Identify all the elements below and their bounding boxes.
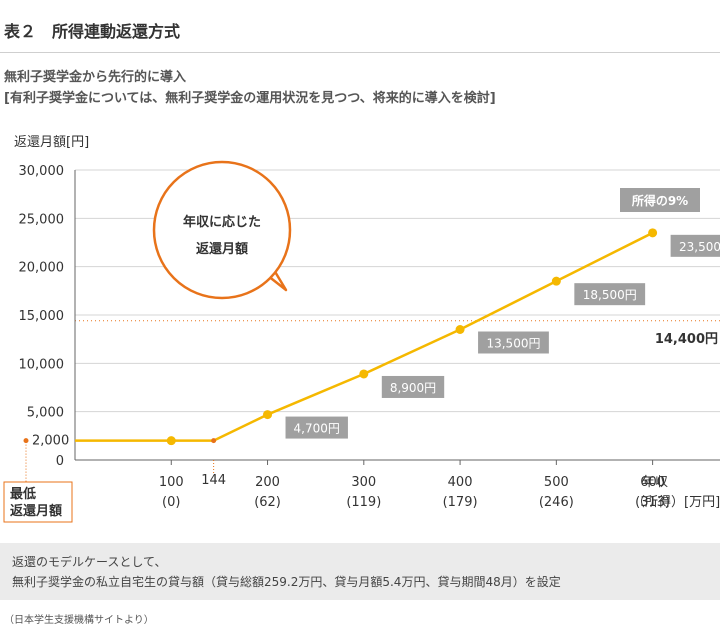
axis-layer: 返還月額[円] 30,000 25,000 20,000 15,000 10,000 5,0… [14, 135, 720, 510]
callout-mask [246, 256, 264, 270]
percent-label: 所得の9% [632, 193, 688, 208]
x-tick-label: 600 [640, 475, 665, 490]
min-label-line1: 最低 [10, 486, 36, 502]
y-tick-label: 30,000 [19, 164, 65, 179]
min-marker-label: 2,000 [32, 434, 69, 449]
source-note: （日本学生支援機構サイトより） [4, 615, 154, 626]
data-label-box [670, 234, 720, 257]
percent-label-box [620, 188, 700, 212]
data-label: 4,700円 [294, 422, 340, 436]
x-tick-sublabel: (313) [635, 495, 670, 510]
x-tick-sublabel: (62) [254, 495, 281, 510]
data-point [455, 325, 465, 334]
series-layer [75, 228, 658, 446]
chart-subheading: [有利子奨学金については、無利子奨学金の運用状況を見つつ、将来的に導入を検討] [4, 91, 496, 106]
y-tick-label: 0 [56, 454, 64, 469]
data-point [551, 276, 561, 286]
callout-line1: 年収に応じた [183, 214, 261, 230]
x-tick-sublabel: (179) [443, 495, 478, 510]
chart-heading: 無利子奨学金から先行的に導入 [4, 70, 187, 85]
min-marker-dot [23, 438, 29, 444]
callout-line2: 返還月額 [196, 241, 248, 257]
x-tick-label: 400 [448, 475, 473, 490]
data-label: 13,500円 [486, 337, 540, 351]
title-divider [0, 52, 720, 53]
data-point [648, 228, 658, 238]
y-tick-label: 5,000 [27, 406, 64, 421]
data-label-box [285, 416, 348, 439]
min-label-line2: 返還月額 [10, 503, 62, 519]
x-tick-sublabel: (119) [346, 495, 381, 510]
data-point [166, 436, 176, 446]
series-line [75, 231, 654, 442]
table-title: 表２ 所得連動返還方式 [4, 22, 181, 41]
min-label-box [3, 481, 73, 523]
y-tick-label: 25,000 [19, 212, 65, 227]
breakpoint-label: 144 [201, 473, 226, 488]
y-axis-label: 返還月額[円] [14, 135, 89, 150]
x-tick-label: 200 [255, 475, 280, 490]
data-point [359, 369, 369, 379]
x-tick-label: 500 [544, 475, 569, 490]
note-line-2: 無利子奨学金の私立自宅生の貸与額（貸与総額259.2万円、貸与月額5.4万円、貸… [12, 575, 561, 589]
callout-bubble [152, 160, 292, 300]
data-label-box [478, 331, 549, 354]
x-tick-label: 300 [351, 475, 376, 490]
note-box: 返還のモデルケースとして、 無利子奨学金の私立自宅生の貸与額（貸与総額259.2… [0, 543, 720, 600]
x-axis-sublabel: （所得）[万円] [632, 494, 720, 510]
y-tick-label: 20,000 [19, 261, 65, 276]
y-tick-label: 15,000 [19, 309, 65, 324]
reference-label: 14,400円 [655, 332, 718, 347]
x-tick-label: 100 [159, 475, 184, 490]
x-tick-sublabel: (246) [539, 495, 574, 510]
data-label: 18,500円 [583, 288, 637, 302]
data-label: 23,500円 [679, 240, 720, 254]
chart: 返還月額[円] 30,000 25,000 20,000 15,000 10,000 5,0… [3, 135, 720, 523]
data-label-box [574, 283, 646, 306]
data-point [263, 410, 273, 420]
label-layer: 14,400円2,000最低返還月額1444,700円8,900円13,500円… [3, 160, 720, 523]
x-axis-label: 年収 [642, 475, 668, 490]
data-label: 8,900円 [390, 381, 436, 395]
note-line-1: 返還のモデルケースとして、 [12, 555, 167, 569]
y-tick-label: 10,000 [19, 357, 65, 372]
data-point [211, 438, 217, 444]
data-label-box [381, 375, 445, 398]
x-tick-sublabel: (0) [162, 495, 180, 510]
